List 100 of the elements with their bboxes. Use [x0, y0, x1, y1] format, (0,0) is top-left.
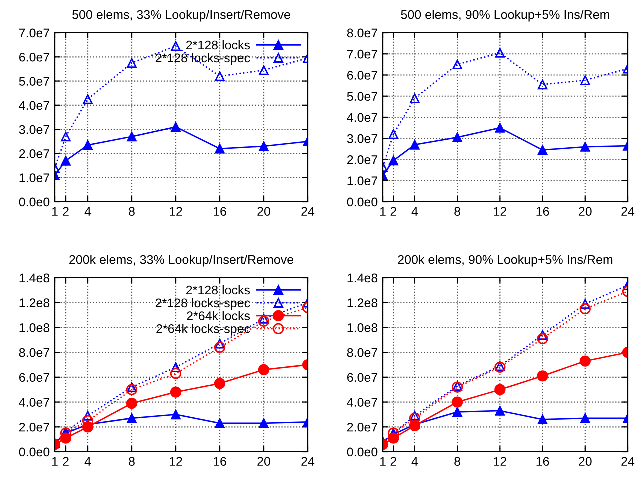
x-tick-label: 4	[412, 457, 418, 466]
y-tick-label: 4.0e7	[19, 398, 50, 407]
x-tick-label: 12	[170, 457, 182, 466]
x-tick-label: 20	[258, 207, 270, 216]
point	[452, 60, 462, 70]
y-tick-label: 4.0e7	[347, 398, 378, 407]
legend-label: 2*128 locks	[186, 40, 250, 50]
y-tick-label: 5.0e7	[19, 77, 50, 86]
point	[580, 142, 590, 152]
y-tick-label: 1.0e7	[20, 174, 50, 183]
y-tick-label: 6.0e7	[19, 52, 50, 62]
point	[410, 94, 420, 104]
x-tick-label: 12	[494, 207, 506, 216]
y-tick-label: 2.0e7	[347, 156, 378, 164]
point	[214, 342, 226, 354]
point	[580, 356, 591, 367]
x-tick-label: 8	[129, 457, 135, 466]
chart-title: 200k elems, 33% Lookup/Insert/Remove	[70, 255, 294, 267]
x-tick-label: 1	[52, 457, 58, 466]
point	[494, 384, 506, 396]
x-tick-label: 8	[454, 207, 460, 216]
y-tick-label: 8.0e7	[347, 28, 378, 38]
point	[215, 72, 225, 82]
point	[410, 411, 420, 421]
point	[171, 362, 181, 372]
point	[127, 382, 137, 392]
point	[538, 414, 548, 425]
point	[537, 370, 548, 382]
point	[126, 384, 138, 396]
point	[410, 140, 420, 150]
point	[259, 314, 269, 324]
point	[127, 58, 137, 68]
y-tick-label: 7.0e7	[348, 50, 378, 59]
y-tick-label: 4.0e7	[347, 113, 378, 122]
y-tick-label: 6.0e7	[347, 71, 378, 80]
legend-label: 2*128 locks-spec	[156, 298, 250, 310]
point	[259, 66, 269, 76]
point	[215, 418, 225, 428]
x-tick-label: 2	[63, 457, 69, 466]
x-tick-label: 12	[494, 457, 506, 466]
y-tick-label: 1.4e8	[20, 274, 50, 283]
x-tick-label: 2	[390, 207, 396, 216]
point	[215, 339, 225, 349]
point	[61, 132, 71, 142]
y-tick-label: 1.0e8	[348, 324, 378, 332]
point	[538, 330, 548, 340]
point	[171, 122, 181, 132]
legend-label: 2*64k locks	[187, 311, 250, 320]
y-tick-label: 1.0e8	[20, 324, 50, 332]
x-tick-label: 16	[536, 457, 550, 466]
point	[580, 299, 590, 309]
point	[127, 414, 137, 424]
point	[171, 410, 181, 420]
y-tick-label: 2.0e7	[19, 150, 50, 158]
point	[259, 142, 269, 152]
point	[258, 316, 270, 328]
point	[258, 364, 270, 376]
point	[538, 80, 548, 90]
point	[409, 412, 421, 424]
legend-label: 2*128 locks-spec	[156, 53, 250, 66]
y-tick-label: 4.0e7	[19, 101, 50, 110]
point	[580, 76, 590, 86]
point	[61, 156, 71, 166]
x-tick-label: 20	[579, 207, 592, 216]
x-tick-label: 4	[84, 457, 92, 466]
point	[538, 145, 548, 156]
point	[259, 418, 269, 428]
point	[170, 386, 182, 398]
y-tick-label: 5.0e7	[347, 92, 378, 102]
x-tick-label: 12	[170, 207, 182, 216]
x-tick-label: 4	[412, 207, 418, 216]
x-tick-label: 1	[380, 207, 386, 216]
y-tick-label: 0.0e0	[19, 198, 50, 207]
y-tick-label: 6.0e7	[19, 373, 50, 382]
point	[388, 156, 399, 166]
y-tick-label: 0.0e0	[347, 198, 378, 207]
chart-title: 500 elems, 33% Lookup/Insert/Remove	[72, 10, 290, 22]
y-tick-label: 0.0e0	[347, 448, 378, 457]
x-tick-label: 16	[536, 207, 550, 216]
x-tick-label: 1	[380, 457, 386, 466]
point	[537, 333, 548, 344]
point	[126, 398, 138, 410]
point	[170, 368, 182, 380]
chart-title: 500 elems, 90% Lookup+5% Ins/Rem	[401, 10, 610, 22]
x-tick-label: 16	[214, 207, 226, 216]
y-tick-label: 1.4e8	[348, 274, 378, 283]
y-tick-label: 3.0e7	[347, 134, 378, 144]
point	[495, 406, 506, 416]
point	[83, 411, 93, 421]
y-tick-label: 1.0e7	[348, 176, 378, 186]
x-tick-label: 4	[84, 207, 92, 216]
point	[452, 396, 464, 408]
point	[580, 414, 590, 424]
point	[580, 304, 591, 315]
x-tick-label: 24	[622, 457, 635, 466]
y-tick-label: 3.0e7	[19, 125, 50, 134]
point	[495, 48, 506, 58]
chart-title: 200k elems, 90% Lookup+5% Ins/Rem	[398, 255, 613, 267]
point	[214, 378, 226, 390]
x-tick-label: 20	[579, 457, 592, 466]
